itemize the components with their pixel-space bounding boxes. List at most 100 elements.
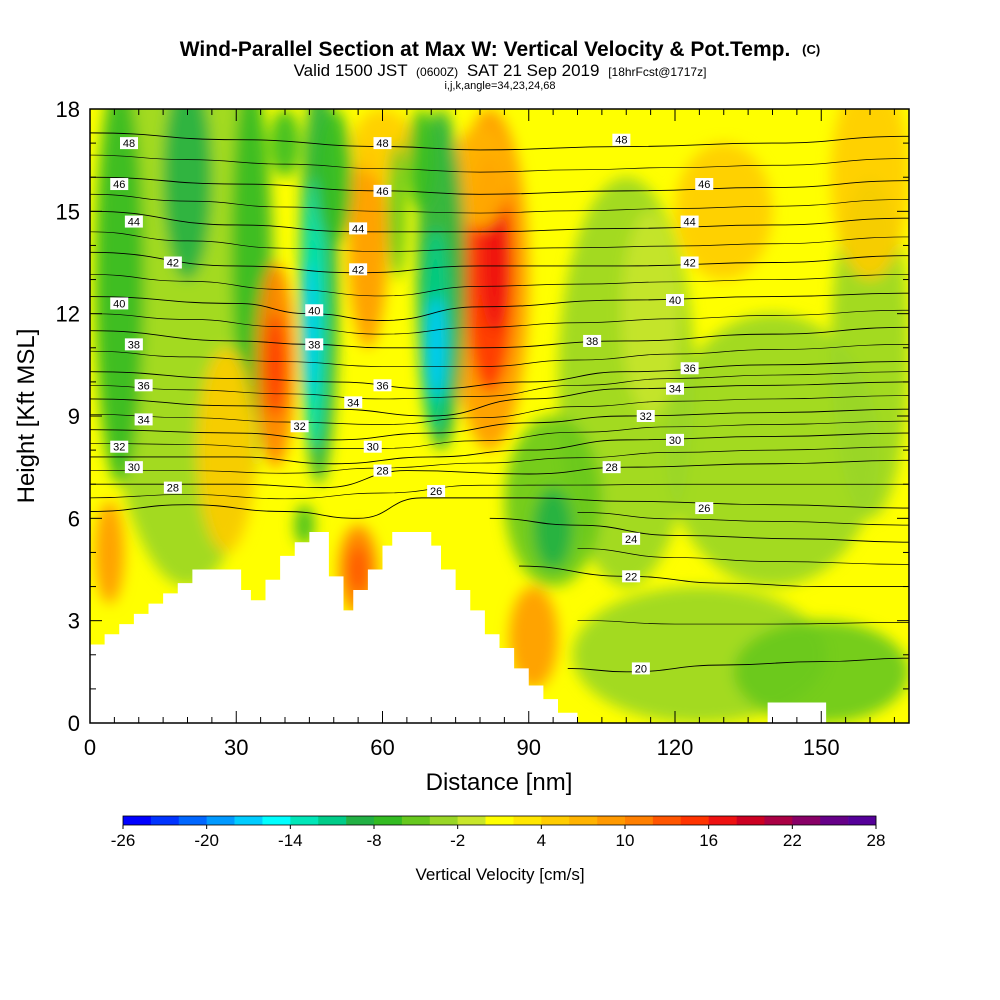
svg-text:42: 42 xyxy=(684,258,696,270)
velocity-cell xyxy=(733,620,909,723)
theta-contour-label: 48 xyxy=(120,137,138,150)
theta-contour-40 xyxy=(90,292,909,321)
velocity-cell xyxy=(302,262,317,399)
svg-text:44: 44 xyxy=(684,217,696,229)
theta-contour-label: 30 xyxy=(363,440,382,454)
colorbar-swatch xyxy=(234,816,263,825)
theta-contour-label: 36 xyxy=(134,379,153,392)
svg-text:32: 32 xyxy=(640,411,652,423)
theta-contour-minor xyxy=(90,274,909,297)
colorbar xyxy=(122,815,877,829)
theta-contour-label: 34 xyxy=(344,396,363,409)
svg-text:48: 48 xyxy=(123,138,135,150)
velocity-cell xyxy=(94,501,125,604)
svg-text:Wind-Parallel Section at Max W: Wind-Parallel Section at Max W: Vertical… xyxy=(180,38,820,61)
x-tick-label: 90 xyxy=(517,735,541,760)
svg-text:48: 48 xyxy=(376,138,388,150)
x-axis-label: Distance [nm] xyxy=(426,769,573,796)
svg-text:22: 22 xyxy=(625,571,637,583)
theta-contour-label: 28 xyxy=(602,461,621,474)
theta-contour-label: 26 xyxy=(695,502,714,515)
theta-contour-36 xyxy=(90,360,909,390)
x-tick-label: 60 xyxy=(370,735,394,760)
x-tick-label: 120 xyxy=(657,735,694,760)
theta-contour-minor xyxy=(90,344,909,367)
theta-contour-42 xyxy=(90,251,909,274)
theta-contour-minor xyxy=(90,395,909,425)
svg-text:28: 28 xyxy=(376,466,388,478)
colorbar-swatch xyxy=(848,816,877,825)
svg-text:42: 42 xyxy=(352,264,364,276)
y-tick-label: 9 xyxy=(68,404,80,429)
title-mark: (C) xyxy=(802,42,820,57)
colorbar-swatch xyxy=(541,816,570,825)
svg-text:32: 32 xyxy=(294,421,306,433)
svg-text:40: 40 xyxy=(113,298,125,310)
theta-contour-minor xyxy=(90,193,909,214)
subtitle-valid: Valid 1500 JST xyxy=(294,61,408,80)
theta-contour-minor xyxy=(90,309,909,335)
colorbar-swatch xyxy=(597,816,626,825)
svg-text:36: 36 xyxy=(684,363,696,375)
theta-contour-28 xyxy=(90,459,909,489)
theta-contour-32 xyxy=(90,408,909,441)
theta-contour-24 xyxy=(489,517,909,543)
colorbar-tick-label: 28 xyxy=(867,831,886,850)
theta-contour-minor xyxy=(90,231,909,252)
theta-contour-label: 42 xyxy=(349,263,368,276)
colorbar-swatch xyxy=(346,816,375,825)
svg-text:46: 46 xyxy=(698,179,710,191)
svg-text:36: 36 xyxy=(376,380,388,392)
theta-contour-label: 26 xyxy=(427,485,446,498)
colorbar-swatch xyxy=(123,816,152,825)
colorbar-tick-labels: -26 -20 -14 -8 -2 4 10 16 22 28 xyxy=(111,831,886,850)
theta-contour-20 xyxy=(567,657,909,673)
theta-contour-label: 32 xyxy=(110,440,129,454)
svg-text:48: 48 xyxy=(615,135,627,147)
svg-text:30: 30 xyxy=(128,462,140,474)
theta-contour-48 xyxy=(90,132,909,151)
svg-text:26: 26 xyxy=(430,486,442,498)
velocity-cell xyxy=(533,487,573,570)
svg-text:28: 28 xyxy=(606,462,618,474)
colorbar-tick-label: 16 xyxy=(699,831,718,850)
theta-contours: 48 48 48 46 46 46 44 44 44 42 42 42 40 40 40 38 38 38 36 36… xyxy=(90,132,909,675)
y-axis-label: Height [Kft MSL] xyxy=(13,329,40,504)
theta-contour-label: 46 xyxy=(373,184,392,198)
svg-text:36: 36 xyxy=(138,380,150,392)
theta-contour-label: 40 xyxy=(305,304,324,317)
velocity-cell xyxy=(265,313,285,417)
x-tick-label: 0 xyxy=(84,735,96,760)
colorbar-swatch xyxy=(820,816,849,825)
theta-contour-label: 48 xyxy=(612,133,631,147)
svg-text:24: 24 xyxy=(625,534,637,546)
x-tick-labels: 0 30 60 90 120 150 xyxy=(84,735,840,760)
y-tick-labels: 0 3 6 9 12 15 18 xyxy=(56,97,80,736)
velocity-cell xyxy=(509,586,558,689)
theta-contour-label: 36 xyxy=(373,379,392,392)
colorbar-swatch xyxy=(429,816,458,825)
y-tick-label: 15 xyxy=(56,199,80,224)
theta-contour-label: 24 xyxy=(622,532,641,546)
svg-text:28: 28 xyxy=(167,483,179,495)
theta-contour-label: 30 xyxy=(666,433,684,447)
colorbar-swatch xyxy=(792,816,821,825)
terrain-mask xyxy=(90,531,909,723)
y-tick-label: 6 xyxy=(68,506,80,531)
svg-text:20: 20 xyxy=(635,663,647,675)
subtitle-utc: (0600Z) xyxy=(416,65,458,79)
colorbar-swatch xyxy=(485,816,514,825)
svg-text:46: 46 xyxy=(376,186,388,198)
theta-contour-30 xyxy=(90,432,909,465)
colorbar-swatch xyxy=(318,816,347,825)
velocity-cell xyxy=(450,126,510,229)
theta-contour-label: 48 xyxy=(373,137,392,150)
velocity-cell xyxy=(163,109,212,280)
theta-contour-22 xyxy=(518,565,909,588)
theta-contour-label: 46 xyxy=(110,178,129,191)
velocity-cell xyxy=(94,109,144,485)
theta-contour-label: 30 xyxy=(124,461,143,474)
velocity-cell xyxy=(197,347,256,553)
theta-contour-26 xyxy=(90,497,909,519)
svg-text:42: 42 xyxy=(167,258,179,270)
